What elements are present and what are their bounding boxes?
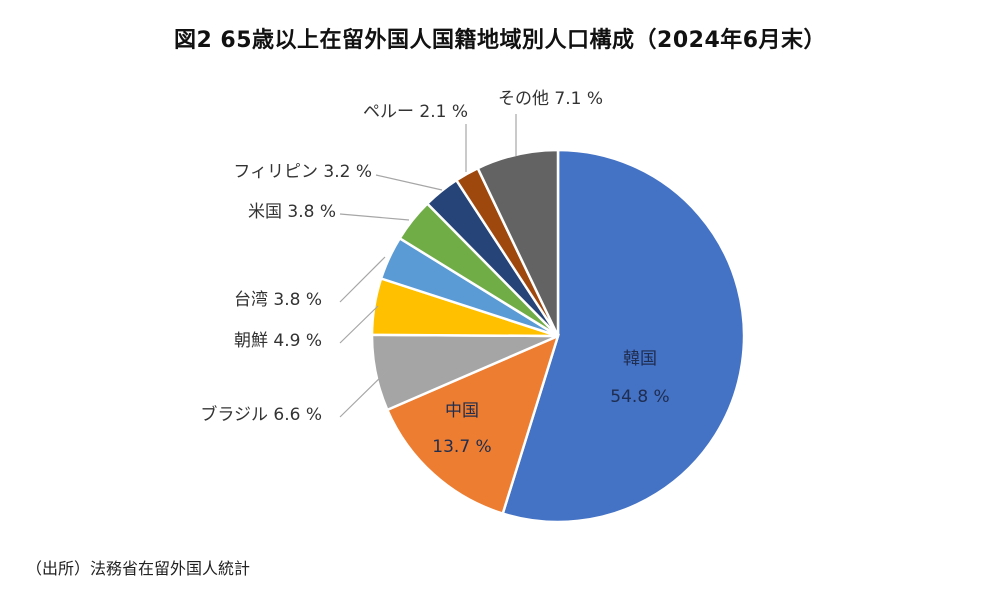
slice-value-label: 13.7 %	[432, 437, 491, 457]
slice-label: その他 7.1 %	[498, 89, 603, 109]
leader-line	[375, 174, 443, 191]
slice-label: 台湾 3.8 %	[234, 290, 322, 310]
leader-line	[339, 213, 410, 221]
pie-slice	[476, 148, 560, 337]
slice-value-label: 54.8 %	[610, 387, 669, 407]
pie-slice	[385, 333, 561, 516]
slice-label: 韓国	[623, 349, 657, 369]
slice-label: 米国 3.8 %	[248, 202, 336, 222]
leader-line	[339, 369, 389, 418]
slice-label: フィリピン 3.2 %	[233, 162, 372, 182]
slice-label: ペルー 2.1 %	[363, 102, 468, 122]
slice-label: 朝鮮 4.9 %	[234, 331, 322, 351]
leader-line	[339, 305, 379, 344]
slice-label: ブラジル 6.6 %	[200, 404, 322, 425]
slice-label: 中国	[445, 401, 479, 421]
source-note: （出所）法務省在留外国人統計	[26, 559, 251, 578]
pie-slice	[501, 148, 746, 524]
chart-title: 図2 65歳以上在留外国人国籍地域別人口構成（2024年6月末）	[173, 28, 827, 53]
leader-line	[339, 256, 386, 303]
